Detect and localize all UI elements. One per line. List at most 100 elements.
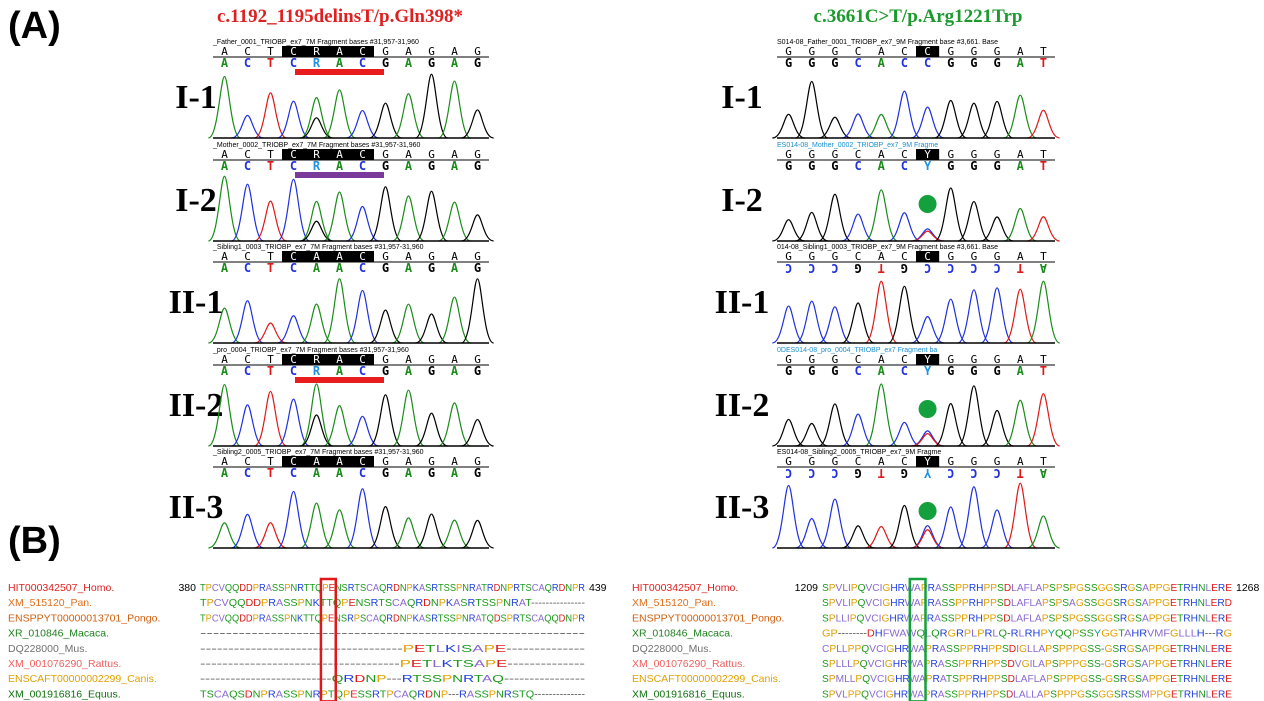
called-base: C	[359, 466, 366, 480]
trace-peak	[1004, 483, 1036, 548]
called-base: G	[785, 364, 792, 378]
trace-peak	[369, 507, 401, 548]
trace-peak	[369, 395, 401, 446]
trace-peak	[346, 290, 378, 343]
called-base: C	[924, 56, 931, 70]
trace-peak	[1004, 400, 1036, 446]
sequence-name: DQ228000_Mus.	[632, 643, 711, 655]
individual-label: I-1	[175, 79, 217, 116]
trace-peak	[935, 188, 967, 241]
called-base: G	[993, 56, 1000, 70]
called-base: C	[808, 466, 815, 480]
called-base: T	[267, 261, 274, 275]
trace-peak	[1004, 95, 1036, 138]
trace-peak	[392, 196, 424, 241]
sequence: SPVLIPQVCIGHRWAPRASSPPRHPPSDLAFLAPSPSAGS…	[822, 597, 1232, 609]
trace-peak	[369, 103, 401, 138]
called-base: G	[808, 364, 815, 378]
called-base: C	[785, 466, 792, 480]
trace-peak	[438, 202, 470, 241]
called-base: C	[244, 364, 251, 378]
trace-peak	[231, 184, 263, 241]
called-base: C	[359, 261, 366, 275]
called-base: C	[290, 56, 297, 70]
trace-peak	[772, 220, 804, 241]
sequence-name: XR_010846_Macaca.	[8, 628, 109, 640]
called-base: C	[808, 261, 815, 275]
variant-bar	[295, 69, 384, 75]
sequence-name: ENSCAFT00000002299_Canis.	[632, 673, 781, 685]
called-base: T	[1017, 261, 1024, 275]
called-base: G	[474, 364, 481, 378]
called-base: C	[785, 261, 792, 275]
called-base: A	[405, 261, 413, 275]
called-base: A	[221, 56, 229, 70]
sequence-name: HIT000342507_Homo.	[8, 582, 114, 594]
trace-peak	[277, 179, 309, 241]
trace-peak	[438, 297, 470, 343]
individual-label: II-3	[715, 489, 770, 526]
called-base: G	[428, 466, 435, 480]
called-base: A	[336, 56, 344, 70]
sequence: TPCVQQDDPRASSPNKTTQPENSRTSCAQRDNPKASRTSS…	[200, 597, 586, 609]
trace-peak	[935, 101, 967, 138]
sequence-name: XM_001076290_Rattus.	[8, 658, 121, 670]
trace-peak	[392, 94, 424, 138]
variant-bar	[295, 172, 384, 178]
trace-peak	[1004, 209, 1036, 241]
sequence-name: XM_515120_Pan.	[8, 597, 92, 609]
called-base: Y	[924, 159, 932, 173]
trace-peak	[461, 279, 493, 343]
called-base: G	[808, 159, 815, 173]
called-base: G	[382, 466, 389, 480]
called-base: A	[451, 364, 459, 378]
trace-peak	[865, 190, 897, 241]
called-base: G	[993, 159, 1000, 173]
called-base: C	[831, 261, 838, 275]
trace-peak	[865, 281, 897, 343]
start-position: 1209	[795, 582, 819, 594]
sequence-name: XR_010846_Macaca.	[632, 628, 733, 640]
sequence-name: XM_001916816_Equus.	[8, 688, 121, 700]
sequence: GP--------DHFWAWQLQRGRPLPRLQ-RLRHPYQQPSS…	[822, 628, 1232, 640]
called-base: G	[474, 159, 481, 173]
called-base: T	[878, 466, 885, 480]
trace-peak	[935, 299, 967, 343]
called-base: C	[244, 56, 251, 70]
called-base: C	[359, 56, 366, 70]
sequence: SPLLLPQVCIGHRWAPRASSPPRHPPSDVGILAPSPPPGS…	[822, 658, 1232, 670]
called-base: G	[993, 364, 1000, 378]
sequence: ----------------------------------------…	[200, 628, 586, 640]
called-base: G	[970, 56, 977, 70]
trace-peak	[772, 419, 804, 446]
trace-peak	[796, 82, 828, 138]
variant-dot	[919, 400, 937, 418]
trace-peak	[208, 523, 240, 548]
sequence: SPVLIPQVCIGHRWAPRASSPPRHPPSDLAFLAPSPSPGS…	[822, 582, 1232, 594]
trace-peak	[415, 74, 447, 138]
sequence-name: ENSCAFT00000002299_Canis.	[8, 673, 157, 685]
trace-peak	[415, 514, 447, 548]
figure: (A) c.1192_1195delinsT/p.Gln398* c.3661C…	[0, 0, 1264, 701]
trace-peak	[1027, 281, 1059, 343]
called-base: C	[244, 466, 251, 480]
trace-peak	[958, 386, 990, 446]
trace-peak	[392, 304, 424, 343]
called-base: G	[428, 159, 435, 173]
mutation-title: c.1192_1195delinsT/p.Gln398*	[217, 6, 463, 27]
sequence: --------------------------QRDNP---RTSSPN…	[200, 673, 586, 685]
called-base: G	[970, 364, 977, 378]
called-base: A	[451, 56, 459, 70]
called-base: C	[244, 159, 251, 173]
trace-peak	[323, 279, 355, 343]
mutation-title: c.3661C>T/p.Arg1221Trp	[814, 6, 1023, 27]
called-base: C	[244, 261, 251, 275]
sequence-name: ENSPPYT00000013701_Pongo.	[632, 612, 784, 624]
called-base: R	[313, 364, 321, 378]
called-base: A	[405, 159, 413, 173]
end-position: 439	[589, 582, 607, 594]
trace-peak	[438, 81, 470, 138]
sequence: TPCVQQDDPRASSPNKTTQPENSRPSCAQRDNPKASRTSS…	[200, 612, 585, 624]
trace-peak	[1027, 217, 1059, 241]
called-base: A	[221, 159, 229, 173]
